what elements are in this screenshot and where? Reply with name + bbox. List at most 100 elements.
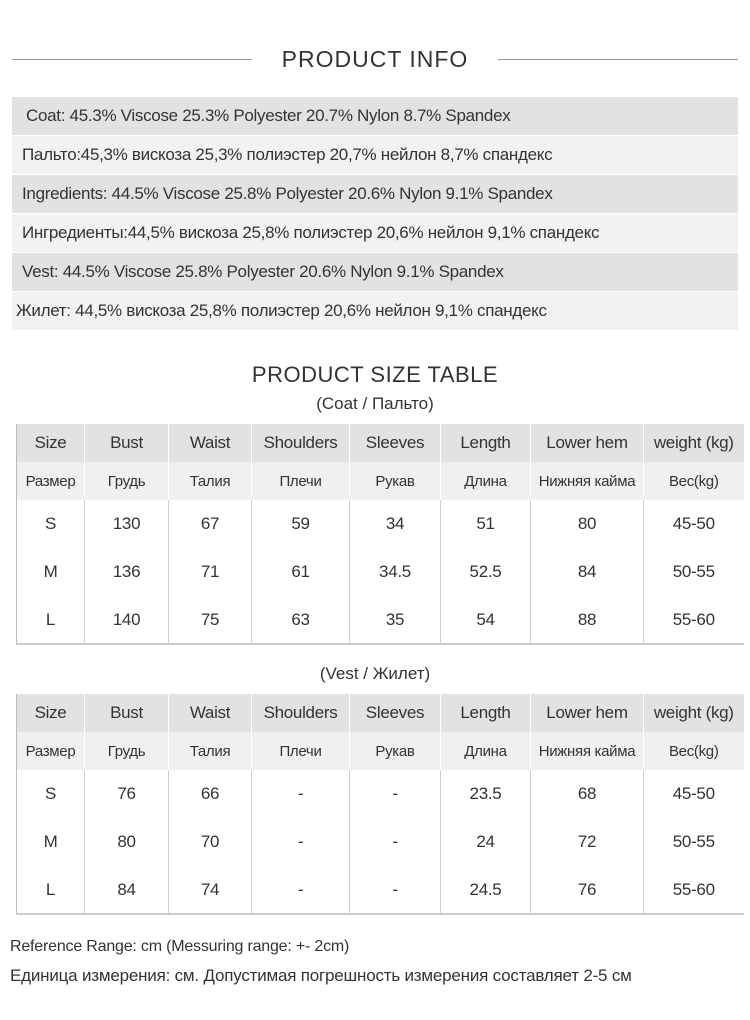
composition-row: Ингредиенты:44,5% вискоза 25,8% полиэсте…: [12, 214, 738, 252]
table-cell: 61: [251, 548, 350, 596]
reference-note-ru: Единица измерения: см. Допустимая погреш…: [10, 966, 632, 985]
divider: [498, 59, 738, 60]
table-cell: Bust: [84, 694, 169, 732]
table-cell: Size: [16, 424, 85, 462]
table-cell: 50-55: [643, 818, 744, 866]
table-cell: 59: [251, 500, 350, 548]
table-cell: Плечи: [251, 462, 350, 500]
table-row: S 76 66- -23.5 68 45-50: [16, 770, 744, 818]
table-cell: -: [251, 818, 350, 866]
table-cell: Плечи: [251, 732, 350, 770]
header-row-en: Size Bust Waist Shoulders Sleeves Length Lower…: [16, 694, 744, 732]
table-cell: Длина: [440, 462, 531, 500]
table-cell: -: [251, 770, 350, 818]
table-cell: 84: [84, 866, 169, 915]
composition-row: Ingredients: 44.5% Viscose 25.8% Polyest…: [12, 175, 738, 213]
table-cell: Вес(kg): [643, 462, 744, 500]
table-cell: 84: [530, 548, 644, 596]
table-cell: Вес(kg): [643, 732, 744, 770]
table-cell: 67: [168, 500, 252, 548]
table-cell: Рукав: [349, 732, 441, 770]
table-cell: Нижняя кайма: [530, 732, 644, 770]
table-cell: 45-50: [643, 770, 744, 818]
table-cell: 55-60: [643, 596, 744, 645]
table-cell: Грудь: [84, 462, 169, 500]
table-cell: Нижняя кайма: [530, 462, 644, 500]
table-cell: 24.5: [440, 866, 531, 915]
header-row-ru: Размер Грудь Талия Плечи Рукав Длина Нижняя ка…: [16, 462, 744, 500]
table-cell: Lower hem: [530, 424, 644, 462]
table-cell: Length: [440, 694, 531, 732]
table-cell: Bust: [84, 424, 169, 462]
table-cell: Размер: [16, 462, 85, 500]
table-cell: weight (kg): [643, 424, 744, 462]
table-cell: 80: [530, 500, 644, 548]
table-cell: L: [16, 866, 85, 915]
table-cell: weight (kg): [643, 694, 744, 732]
table-cell: 74: [168, 866, 252, 915]
vest-subtitle: (Vest / Жилет): [319, 664, 431, 683]
table-cell: 52.5: [440, 548, 531, 596]
table-cell: Талия: [168, 462, 252, 500]
table-cell: -: [349, 818, 441, 866]
table-cell: 75: [168, 596, 252, 645]
table-row: M 136 71 61 34.5 52.5 84 50-55: [16, 548, 744, 596]
table-cell: 55-60: [643, 866, 744, 915]
table-cell: 70: [168, 818, 252, 866]
table-cell: 68: [530, 770, 644, 818]
table-cell: 50-55: [643, 548, 744, 596]
reference-note-en: Reference Range: cm (Messuring range: +-…: [10, 938, 350, 955]
table-cell: Длина: [440, 732, 531, 770]
table-cell: Sleeves: [349, 424, 441, 462]
table-cell: 54: [440, 596, 531, 645]
table-cell: Shoulders: [251, 424, 350, 462]
table-cell: 23.5: [440, 770, 531, 818]
product-info-title: PRODUCT INFO: [281, 46, 469, 72]
table-cell: Shoulders: [251, 694, 350, 732]
composition-row: Жилет: 44,5% вискоза 25,8% полиэстер 20,…: [12, 292, 738, 330]
divider: [12, 59, 252, 60]
table-cell: S: [16, 500, 85, 548]
table-cell: 71: [168, 548, 252, 596]
table-cell: L: [16, 596, 85, 645]
table-cell: 45-50: [643, 500, 744, 548]
composition-row: Vest: 44.5% Viscose 25.8% Polyester 20.6…: [12, 253, 738, 291]
size-table-title: PRODUCT SIZE TABLE: [251, 362, 499, 387]
table-cell: Рукав: [349, 462, 441, 500]
table-cell: 80: [84, 818, 169, 866]
table-cell: Waist: [168, 424, 252, 462]
table-cell: -: [251, 866, 350, 915]
table-cell: 24: [440, 818, 531, 866]
table-cell: Lower hem: [530, 694, 644, 732]
table-cell: 76: [530, 866, 644, 915]
table-row: M 80 70- -24 72 50-55: [16, 818, 744, 866]
table-cell: 72: [530, 818, 644, 866]
table-cell: 51: [440, 500, 531, 548]
coat-subtitle: (Coat / Пальто): [316, 394, 434, 413]
header-row-ru: Размер Грудь Талия Плечи Рукав Длина Нижняя ка…: [16, 732, 744, 770]
table-cell: 136: [84, 548, 169, 596]
table-cell: M: [16, 818, 85, 866]
table-cell: -: [349, 866, 441, 915]
table-row: S 130 67 59 34 51 80 45-50: [16, 500, 744, 548]
table-cell: Sleeves: [349, 694, 441, 732]
table-cell: Size: [16, 694, 85, 732]
table-cell: 88: [530, 596, 644, 645]
coat-size-table: Size Bust Waist Shoulders Sleeves Length Lower…: [16, 424, 744, 645]
table-cell: 130: [84, 500, 169, 548]
table-row: L 140 75 63 35 54 88 55-60: [16, 596, 744, 645]
table-cell: Length: [440, 424, 531, 462]
table-cell: Талия: [168, 732, 252, 770]
table-cell: Размер: [16, 732, 85, 770]
product-info-header: PRODUCT INFO: [0, 44, 750, 76]
composition-list: Coat: 45.3% Viscose 25.3% Polyester 20.7…: [12, 97, 738, 331]
table-cell: 140: [84, 596, 169, 645]
composition-row: Пальто:45,3% вискоза 25,3% полиэстер 20,…: [12, 136, 738, 174]
table-cell: 76: [84, 770, 169, 818]
table-cell: Грудь: [84, 732, 169, 770]
table-cell: M: [16, 548, 85, 596]
header-row-en: Size Bust Waist Shoulders Sleeves Length Lower…: [16, 424, 744, 462]
table-cell: S: [16, 770, 85, 818]
vest-size-table: Size Bust Waist Shoulders Sleeves Length Lower…: [16, 694, 744, 915]
table-cell: Waist: [168, 694, 252, 732]
